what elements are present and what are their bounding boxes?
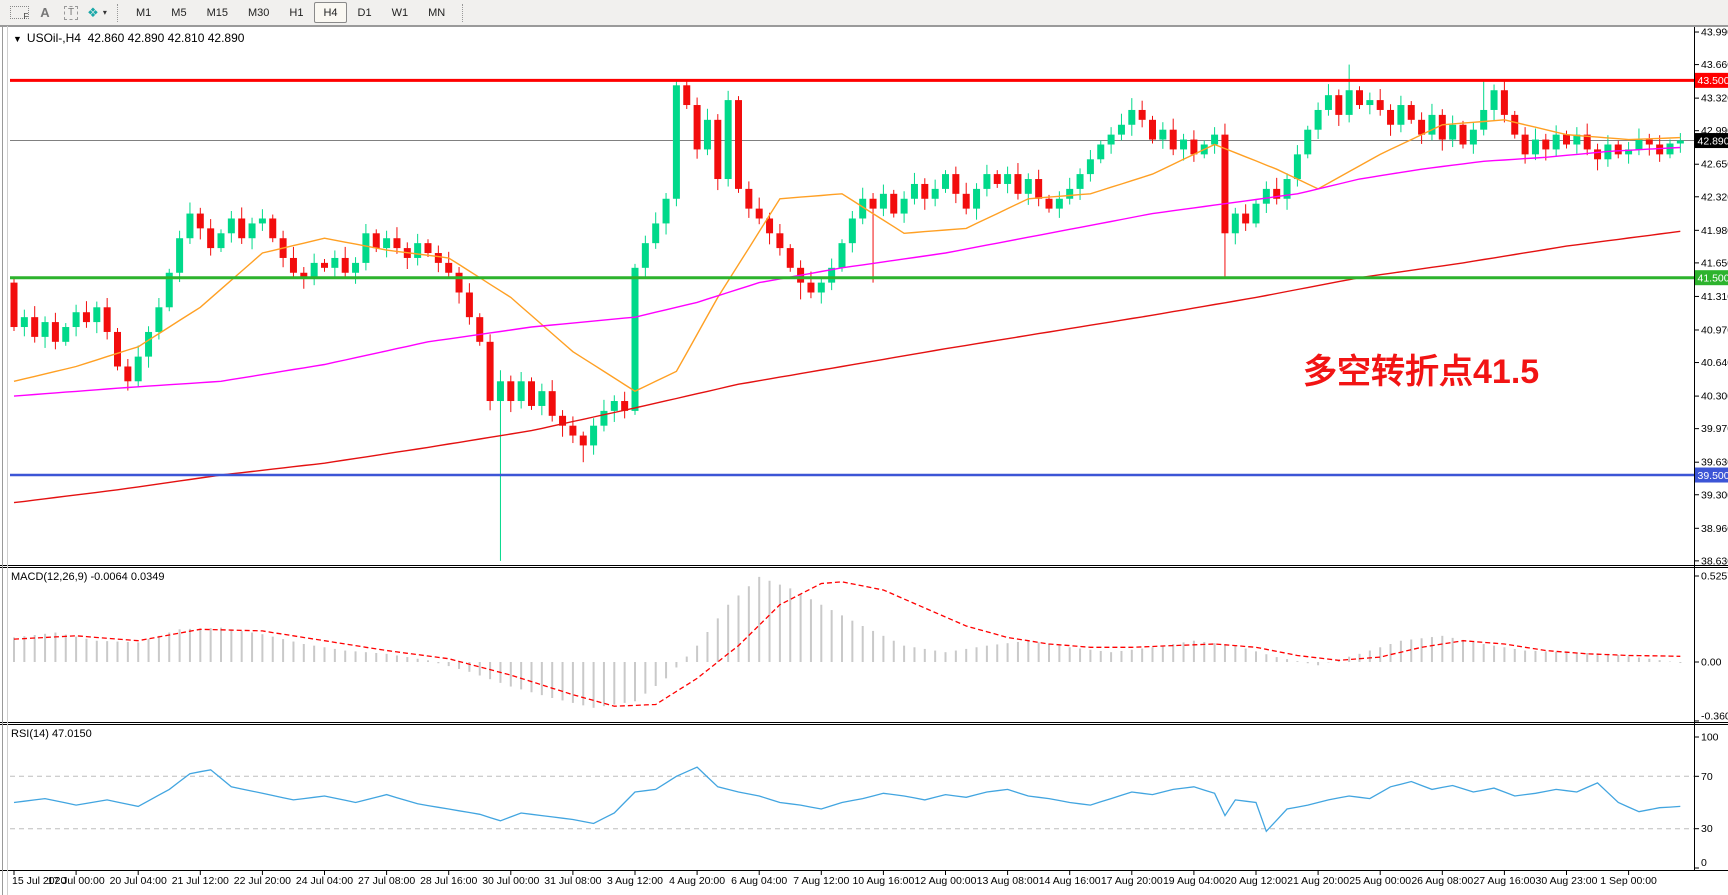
svg-text:30: 30 [1701, 823, 1713, 835]
text-tool-icon[interactable]: T [59, 3, 83, 23]
svg-text:38.960: 38.960 [1701, 523, 1728, 535]
rsi-indicator-label: RSI(14) 47.0150 [11, 728, 92, 740]
svg-text:21 Aug 20:00: 21 Aug 20:00 [1287, 875, 1349, 887]
svg-text:42.890: 42.890 [1698, 135, 1728, 147]
svg-text:41.500: 41.500 [1698, 272, 1728, 284]
t-glyph: T [63, 5, 79, 20]
svg-text:41.980: 41.980 [1701, 225, 1728, 237]
svg-text:0: 0 [1701, 857, 1707, 869]
macd-indicator-label: MACD(12,26,9) -0.0064 0.0349 [11, 571, 165, 583]
svg-text:43.660: 43.660 [1701, 59, 1728, 71]
toolbar: F A T ❖ ▾ M1 M5 M15 M30 H1 H4 D1 W1 MN [0, 0, 1728, 26]
svg-text:26 Aug 08:00: 26 Aug 08:00 [1411, 875, 1473, 887]
svg-text:24 Jul 04:00: 24 Jul 04:00 [296, 875, 353, 887]
svg-text:100: 100 [1701, 732, 1719, 744]
svg-text:7 Aug 12:00: 7 Aug 12:00 [793, 875, 849, 887]
dotted-grid-icon [9, 6, 29, 19]
svg-text:30 Jul 00:00: 30 Jul 00:00 [482, 875, 539, 887]
svg-text:4 Aug 20:00: 4 Aug 20:00 [669, 875, 725, 887]
svg-text:41.310: 41.310 [1701, 291, 1728, 303]
svg-text:40.970: 40.970 [1701, 324, 1728, 336]
svg-text:27 Aug 16:00: 27 Aug 16:00 [1473, 875, 1535, 887]
svg-text:28 Jul 16:00: 28 Jul 16:00 [420, 875, 477, 887]
svg-text:22 Jul 20:00: 22 Jul 20:00 [234, 875, 291, 887]
indicator-style-button[interactable]: ❖ ▾ [85, 3, 109, 23]
svg-text:15 Jul 2020: 15 Jul 2020 [12, 875, 66, 887]
price-scale[interactable] [1694, 26, 1728, 871]
svg-text:70: 70 [1701, 771, 1713, 783]
svg-text:41.650: 41.650 [1701, 257, 1728, 269]
svg-text:19 Aug 04:00: 19 Aug 04:00 [1163, 875, 1225, 887]
svg-text:42.320: 42.320 [1701, 191, 1728, 203]
ma-slow-red [13, 230, 1681, 504]
svg-text:25 Aug 00:00: 25 Aug 00:00 [1349, 875, 1411, 887]
tf-button-mn[interactable]: MN [428, 6, 446, 19]
svg-text:0.5257: 0.5257 [1701, 570, 1728, 582]
toolbar-separator-2 [462, 3, 464, 22]
svg-text:20 Aug 12:00: 20 Aug 12:00 [1225, 875, 1287, 887]
svg-text:42.650: 42.650 [1701, 159, 1728, 171]
tf-button-m1[interactable]: M1 [136, 6, 152, 19]
svg-text:40.300: 40.300 [1701, 391, 1728, 403]
svg-text:38.630: 38.630 [1701, 555, 1728, 567]
svg-text:17 Jul 00:00: 17 Jul 00:00 [47, 875, 104, 887]
tf-button-d1[interactable]: D1 [357, 6, 372, 19]
f-glyph: F [23, 12, 29, 21]
svg-text:13 Aug 08:00: 13 Aug 08:00 [977, 875, 1039, 887]
svg-text:20 Jul 04:00: 20 Jul 04:00 [110, 875, 167, 887]
tf-button-h1[interactable]: H1 [289, 6, 304, 19]
svg-text:39.300: 39.300 [1701, 489, 1728, 501]
svg-text:10 Aug 16:00: 10 Aug 16:00 [852, 875, 914, 887]
svg-text:6 Aug 04:00: 6 Aug 04:00 [731, 875, 787, 887]
svg-text:43.990: 43.990 [1701, 27, 1728, 39]
tf-button-m15[interactable]: M15 [206, 6, 228, 19]
svg-text:3 Aug 12:00: 3 Aug 12:00 [607, 875, 663, 887]
svg-text:27 Jul 08:00: 27 Jul 08:00 [358, 875, 415, 887]
svg-text:21 Jul 12:00: 21 Jul 12:00 [172, 875, 229, 887]
svg-text:-0.3603: -0.3603 [1701, 711, 1728, 723]
indicator-diamonds-icon: ❖ [87, 4, 99, 20]
svg-text:39.970: 39.970 [1701, 423, 1728, 435]
ohlc-label: 42.860 42.890 42.810 42.890 [87, 31, 245, 45]
svg-text:17 Aug 20:00: 17 Aug 20:00 [1101, 875, 1163, 887]
tf-button-w1[interactable]: W1 [391, 6, 409, 19]
svg-text:39.500: 39.500 [1698, 470, 1728, 482]
svg-text:14 Aug 16:00: 14 Aug 16:00 [1039, 875, 1101, 887]
svg-text:12 Aug 00:00: 12 Aug 00:00 [915, 875, 977, 887]
tf-button-m30[interactable]: M30 [247, 6, 270, 19]
ma-fast-orange [13, 119, 1681, 392]
svg-text:1 Sep 00:00: 1 Sep 00:00 [1600, 875, 1657, 887]
svg-text:30 Aug 23:00: 30 Aug 23:00 [1536, 875, 1598, 887]
svg-text:39.630: 39.630 [1701, 457, 1728, 469]
collapse-triangle-icon[interactable]: ▼ [13, 34, 22, 44]
svg-text:43.500: 43.500 [1698, 75, 1728, 87]
svg-text:0.00: 0.00 [1701, 657, 1722, 669]
tf-button-h4[interactable]: H4 [314, 2, 347, 23]
time-scale[interactable] [0, 871, 1694, 895]
ma-mid-magenta [13, 146, 1681, 397]
svg-text:40.640: 40.640 [1701, 357, 1728, 369]
dropdown-caret-icon: ▾ [102, 8, 107, 17]
chart-title: ▼ USOil-,H4 42.860 42.890 42.810 42.890 [13, 31, 244, 45]
chart-shift-f-icon[interactable]: F [7, 3, 31, 23]
timeframe-group: M1 M5 M15 M30 H1 H4 D1 W1 MN [126, 2, 455, 23]
tf-button-m5[interactable]: M5 [171, 6, 187, 19]
chart-annotation-text[interactable]: 多空转折点41.5 [1303, 353, 1540, 391]
toolbar-separator [117, 3, 119, 22]
svg-text:43.320: 43.320 [1701, 93, 1728, 105]
text-label-icon[interactable]: A [40, 5, 50, 20]
svg-text:31 Jul 08:00: 31 Jul 08:00 [544, 875, 601, 887]
symbol-label: USOil-,H4 [26, 31, 81, 45]
